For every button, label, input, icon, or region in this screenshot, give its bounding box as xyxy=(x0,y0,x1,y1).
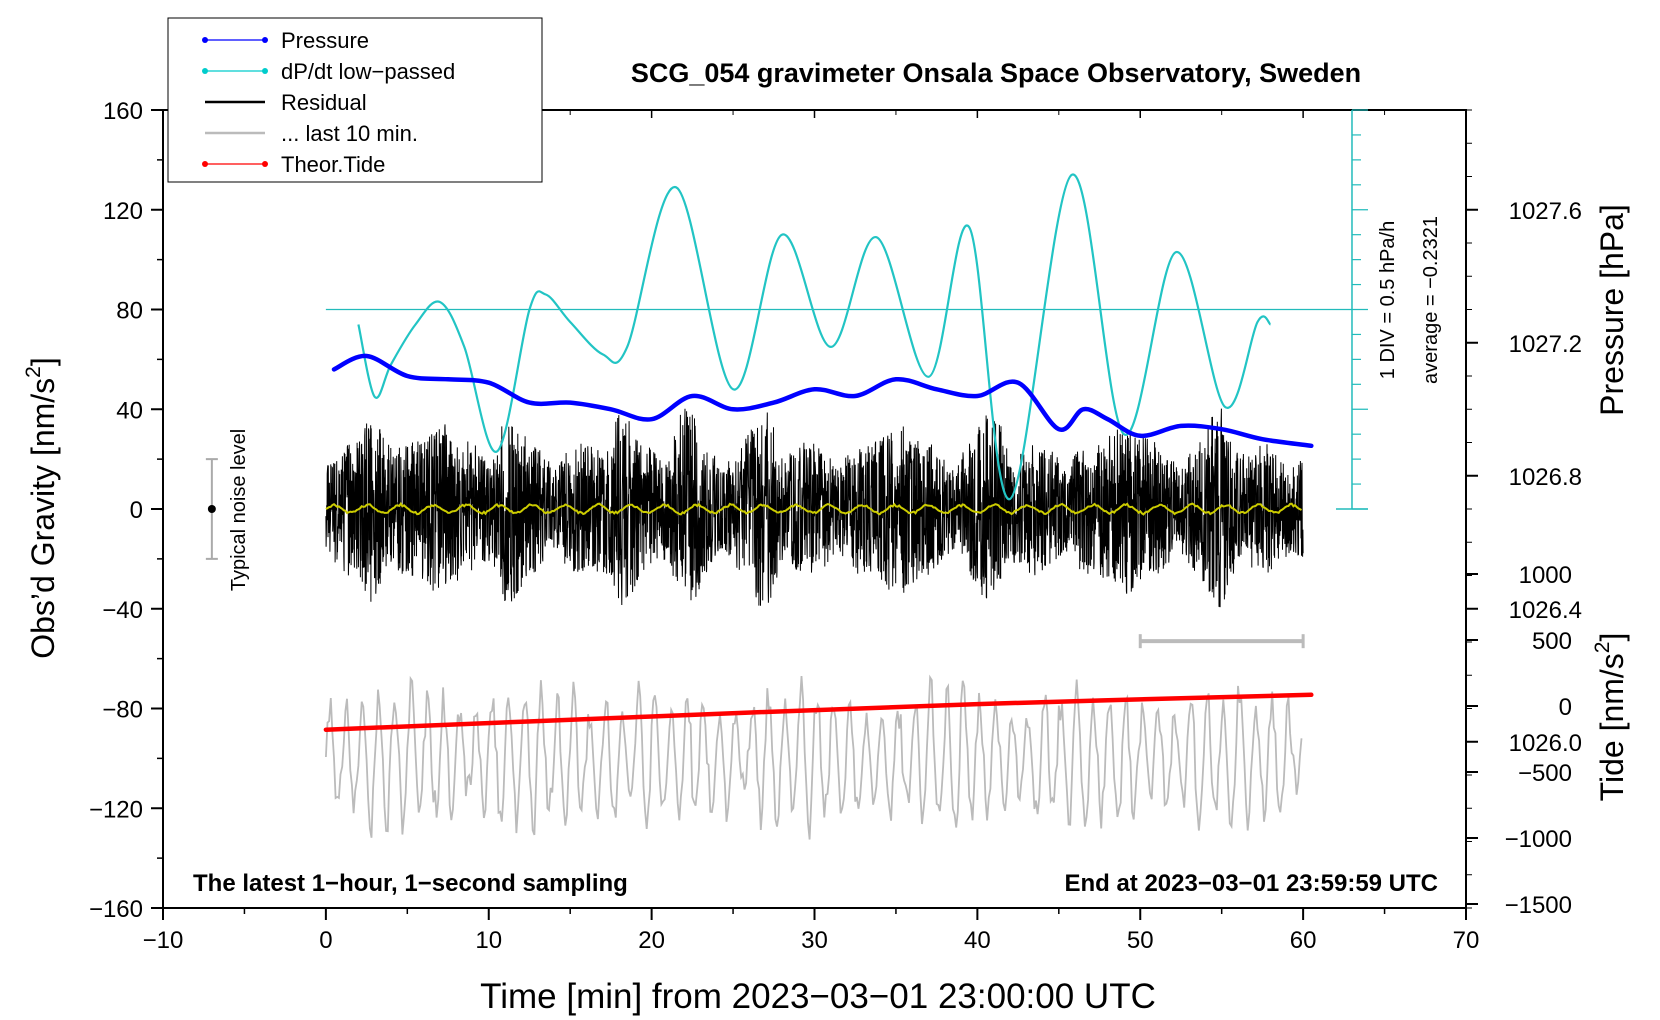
tide-tick-label: 1000 xyxy=(1519,562,1572,589)
y-axis-label-gravity-main: Obs’d Gravity [nm/s xyxy=(25,378,61,659)
y-axis-pressure: 1026.0 1026.4 1026.8 1027.2 1027.6 xyxy=(1466,109,1582,909)
x-tick-label: 70 xyxy=(1453,927,1480,954)
pressure-tick-label: 1027.2 xyxy=(1509,331,1582,358)
x-tick-label: 40 xyxy=(964,927,991,954)
annotation-average: average = −0.2321 xyxy=(1420,216,1442,384)
y-axis-tide: −1500 −1000 −500 0 500 1000 xyxy=(1466,562,1572,919)
legend-label: Pressure xyxy=(281,28,369,53)
tide-tick-label: −500 xyxy=(1518,760,1572,787)
legend-swatch-dot-left xyxy=(202,161,208,167)
y-tick-label: 40 xyxy=(116,397,143,424)
y-axis-label-gravity: Obs’d Gravity [nm/s2] xyxy=(22,357,61,659)
legend-label: ... last 10 min. xyxy=(281,121,418,146)
series-residual-lowpass-line xyxy=(325,502,1302,516)
tide-tick-label: −1000 xyxy=(1505,826,1572,853)
noise-level-label: Typical noise level xyxy=(228,429,250,591)
legend-swatch-dot-right xyxy=(262,161,268,167)
noise-level-indicator: Typical noise level xyxy=(205,429,250,591)
y-tick-label: −120 xyxy=(89,796,143,823)
series-tide-line xyxy=(323,692,1314,732)
series-pressure-line xyxy=(331,353,1314,449)
series-dpdt-line xyxy=(357,173,1272,501)
x-tick-label: 50 xyxy=(1127,927,1154,954)
y-tick-label: −40 xyxy=(102,597,143,624)
annotation-bottom-left: The latest 1−hour, 1−second sampling xyxy=(193,870,628,897)
legend-box xyxy=(167,17,543,183)
tide-tick-label: 500 xyxy=(1532,628,1572,655)
tide-tick-label: 0 xyxy=(1559,694,1572,721)
y-axis-label-tide-end: ] xyxy=(1594,633,1630,642)
legend-swatch-dot-right xyxy=(262,68,268,74)
pressure-tick-label: 1027.6 xyxy=(1509,198,1582,225)
legend-swatch-dot-right xyxy=(262,37,268,43)
y-axis-label-tide-sup: 2 xyxy=(1591,642,1614,654)
x-tick-label: 20 xyxy=(638,927,665,954)
y-axis-label-tide-main: Tide [nm/s xyxy=(1594,653,1630,801)
y-axis-label-pressure: Pressure [hPa] xyxy=(1594,204,1630,416)
x-axis-label: Time [min] from 2023−03−01 23:00:00 UTC xyxy=(480,977,1156,1016)
x-tick-label: −10 xyxy=(143,927,184,954)
y-tick-label: 0 xyxy=(130,497,143,524)
legend-swatch-dot-left xyxy=(202,68,208,74)
tide-tick-label: −1500 xyxy=(1505,892,1572,919)
legend-label: Theor.Tide xyxy=(281,152,385,177)
legend-swatch-dot-left xyxy=(202,37,208,43)
y-tick-label: 160 xyxy=(103,98,143,125)
y-axis-gravity: −160 −120 −80 −40 0 40 80 120 160 xyxy=(89,98,163,923)
series-residual-line xyxy=(325,408,1304,608)
series-layer xyxy=(323,173,1352,840)
x-tick-label: 60 xyxy=(1290,927,1317,954)
pressure-tick-label: 1026.4 xyxy=(1509,597,1582,624)
noise-bar-center-dot xyxy=(207,505,216,513)
legend-label: Residual xyxy=(281,90,367,115)
chart-title: SCG_054 gravimeter Onsala Space Observat… xyxy=(631,58,1361,88)
x-tick-label: 10 xyxy=(475,927,502,954)
legend-label: dP/dt low−passed xyxy=(281,59,455,84)
pressure-tick-label: 1026.0 xyxy=(1509,730,1582,757)
y-tick-label: −80 xyxy=(102,697,143,724)
y-tick-label: 120 xyxy=(103,198,143,225)
series-last-10-min-line xyxy=(325,674,1303,840)
annotation-div: 1 DIV = 0.5 hPa/h xyxy=(1377,221,1399,379)
y-tick-label: 80 xyxy=(116,298,143,325)
y-axis-label-gravity-end: ] xyxy=(25,357,61,366)
y-tick-label: −160 xyxy=(89,896,143,923)
pressure-tick-label: 1026.8 xyxy=(1509,464,1582,491)
y-axis-label-gravity-sup: 2 xyxy=(22,366,45,378)
legend: Pressure dP/dt low−passed Residual ... last… xyxy=(167,17,543,183)
y-axis-label-tide: Tide [nm/s2] xyxy=(1591,633,1630,802)
annotation-bottom-right: End at 2023−03−01 23:59:59 UTC xyxy=(1064,870,1438,897)
x-tick-label: 30 xyxy=(801,927,828,954)
x-tick-label: 0 xyxy=(319,927,332,954)
